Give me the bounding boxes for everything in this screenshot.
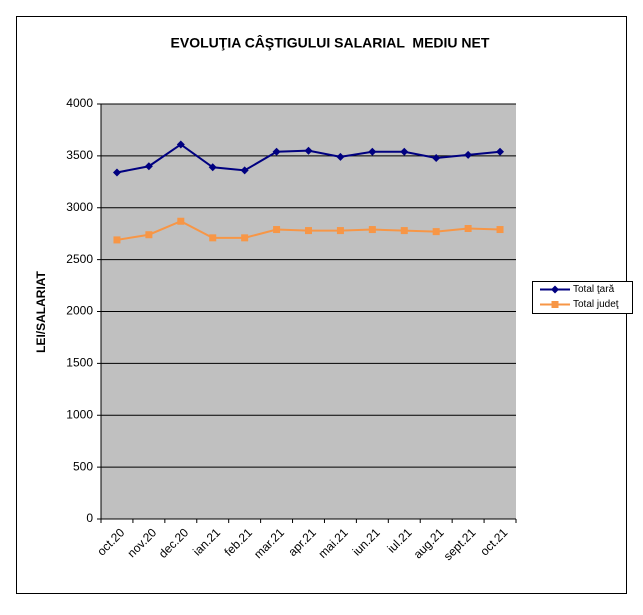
data-point (272, 147, 281, 156)
chart-title: EVOLUŢIA CÂŞTIGULUI SALARIAL MEDIU NET (171, 34, 490, 51)
y-tick-label: 0 (86, 511, 93, 525)
legend-label: Total ţară (573, 284, 615, 295)
legend-box (532, 281, 633, 314)
y-tick-label: 3500 (66, 148, 93, 162)
data-point (432, 153, 441, 162)
y-tick-label: 1500 (66, 356, 93, 370)
data-point (432, 228, 440, 236)
y-tick-label: 4000 (66, 96, 93, 110)
y-tick-label: 1000 (66, 407, 93, 421)
y-axis-label: LEI/SALARIAT (34, 270, 48, 352)
y-tick-label: 2500 (66, 252, 93, 266)
data-point (209, 234, 217, 242)
data-point (304, 146, 313, 155)
data-point (368, 147, 377, 156)
data-point (145, 231, 153, 239)
legend-label: Total judeţ (573, 299, 619, 310)
data-point (336, 227, 344, 235)
data-point (177, 217, 185, 225)
data-point (400, 227, 408, 235)
data-point (464, 150, 473, 159)
data-point (464, 225, 472, 232)
legend-marker (551, 285, 559, 294)
data-point (305, 227, 312, 235)
data-point (400, 147, 409, 156)
data-point (176, 140, 185, 149)
data-point (336, 152, 345, 161)
data-point (496, 226, 504, 234)
y-tick-label: 2000 (66, 304, 93, 318)
data-point (496, 147, 505, 156)
data-point (113, 236, 121, 244)
data-point (368, 226, 376, 234)
data-point (208, 163, 217, 172)
data-point (241, 234, 249, 242)
y-tick-label: 3000 (66, 200, 93, 214)
data-point (240, 166, 249, 175)
y-tick-label: 500 (73, 459, 93, 473)
data-point (112, 168, 121, 177)
data-point (144, 162, 153, 171)
data-point (273, 226, 281, 234)
legend-marker (551, 301, 559, 308)
